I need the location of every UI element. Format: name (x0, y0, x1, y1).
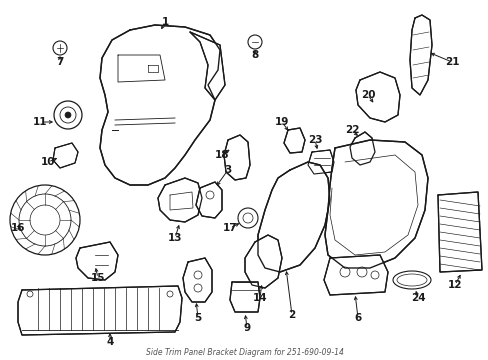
Polygon shape (324, 255, 387, 295)
Text: 7: 7 (56, 57, 63, 67)
Ellipse shape (54, 101, 82, 129)
Text: 2: 2 (288, 310, 295, 320)
Polygon shape (244, 235, 282, 288)
Polygon shape (258, 162, 329, 272)
Ellipse shape (27, 291, 33, 297)
Polygon shape (224, 135, 249, 180)
Text: 16: 16 (11, 223, 25, 233)
Text: 4: 4 (106, 337, 113, 347)
Ellipse shape (370, 271, 378, 279)
Text: 17: 17 (222, 223, 237, 233)
Polygon shape (355, 72, 399, 122)
Text: 14: 14 (252, 293, 267, 303)
Text: 21: 21 (444, 57, 458, 67)
Text: 13: 13 (167, 233, 182, 243)
Polygon shape (409, 15, 431, 95)
Text: 24: 24 (410, 293, 425, 303)
Ellipse shape (65, 112, 71, 118)
Ellipse shape (247, 35, 262, 49)
Ellipse shape (339, 267, 349, 277)
Text: 11: 11 (33, 117, 47, 127)
Polygon shape (284, 128, 305, 153)
Ellipse shape (356, 267, 366, 277)
Polygon shape (190, 32, 224, 100)
Text: 18: 18 (214, 150, 229, 160)
Text: 20: 20 (360, 90, 374, 100)
Polygon shape (196, 182, 222, 218)
Text: 1: 1 (161, 17, 168, 27)
Ellipse shape (194, 284, 202, 292)
Polygon shape (229, 282, 260, 312)
Ellipse shape (205, 191, 214, 199)
Text: 8: 8 (251, 50, 258, 60)
Text: 19: 19 (274, 117, 288, 127)
Ellipse shape (53, 41, 67, 55)
Ellipse shape (167, 291, 173, 297)
Text: 6: 6 (354, 313, 361, 323)
Text: 22: 22 (344, 125, 359, 135)
Polygon shape (158, 178, 202, 222)
Polygon shape (349, 132, 374, 165)
Ellipse shape (243, 213, 252, 223)
Ellipse shape (392, 271, 430, 289)
Text: 10: 10 (41, 157, 55, 167)
Polygon shape (76, 242, 118, 280)
Ellipse shape (60, 107, 76, 123)
Text: 23: 23 (307, 135, 322, 145)
Text: 5: 5 (194, 313, 201, 323)
Ellipse shape (19, 194, 71, 246)
Text: 9: 9 (243, 323, 250, 333)
Polygon shape (307, 150, 333, 174)
Text: 15: 15 (91, 273, 105, 283)
Polygon shape (53, 143, 78, 168)
Ellipse shape (10, 185, 80, 255)
Polygon shape (100, 25, 220, 185)
Ellipse shape (30, 205, 60, 235)
Polygon shape (437, 192, 481, 272)
Text: Side Trim Panel Bracket Diagram for 251-690-09-14: Side Trim Panel Bracket Diagram for 251-… (145, 348, 343, 357)
Text: 3: 3 (224, 165, 231, 175)
Polygon shape (183, 258, 212, 302)
Polygon shape (18, 286, 182, 335)
Text: 12: 12 (447, 280, 461, 290)
Polygon shape (325, 140, 427, 268)
Ellipse shape (194, 271, 202, 279)
Ellipse shape (238, 208, 258, 228)
